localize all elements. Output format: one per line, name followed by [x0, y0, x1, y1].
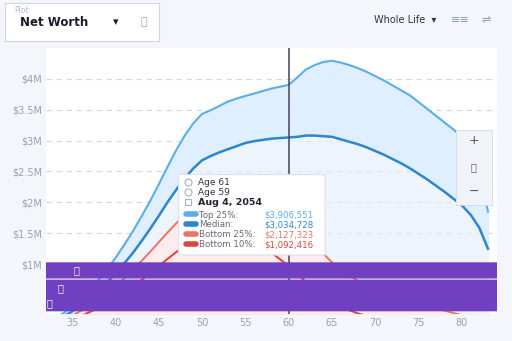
Text: Net Worth: Net Worth — [20, 16, 89, 29]
Circle shape — [0, 296, 512, 311]
Text: Median:: Median: — [200, 220, 234, 229]
Text: ≡≡: ≡≡ — [451, 15, 470, 26]
Text: Age 59: Age 59 — [198, 188, 229, 197]
Text: Aug 4, 2054: Aug 4, 2054 — [198, 198, 262, 207]
Text: +: + — [468, 134, 479, 147]
FancyBboxPatch shape — [179, 175, 325, 255]
Text: −: − — [468, 184, 479, 197]
Text: 👤: 👤 — [58, 283, 64, 293]
Text: 👤: 👤 — [73, 265, 79, 276]
Text: Bottom 25%:: Bottom 25%: — [200, 230, 256, 239]
Circle shape — [0, 280, 512, 295]
Text: ⤢: ⤢ — [471, 162, 477, 172]
Text: ⇌: ⇌ — [481, 15, 490, 26]
Text: ⓘ: ⓘ — [140, 17, 147, 27]
Text: $3,034,728: $3,034,728 — [264, 220, 314, 229]
Text: Top 25%:: Top 25%: — [200, 211, 239, 220]
Text: Whole Life  ▾: Whole Life ▾ — [374, 15, 436, 26]
Text: Plot: Plot — [14, 6, 29, 15]
Text: $1,092,416: $1,092,416 — [264, 240, 313, 249]
Text: 👤: 👤 — [47, 298, 53, 308]
Text: ▾: ▾ — [113, 17, 118, 27]
Text: $3,906,551: $3,906,551 — [264, 211, 313, 220]
Text: $2,127,323: $2,127,323 — [264, 230, 314, 239]
Text: Bottom 10%:: Bottom 10%: — [200, 240, 256, 249]
Circle shape — [0, 263, 512, 278]
Text: Age 61: Age 61 — [198, 178, 229, 187]
